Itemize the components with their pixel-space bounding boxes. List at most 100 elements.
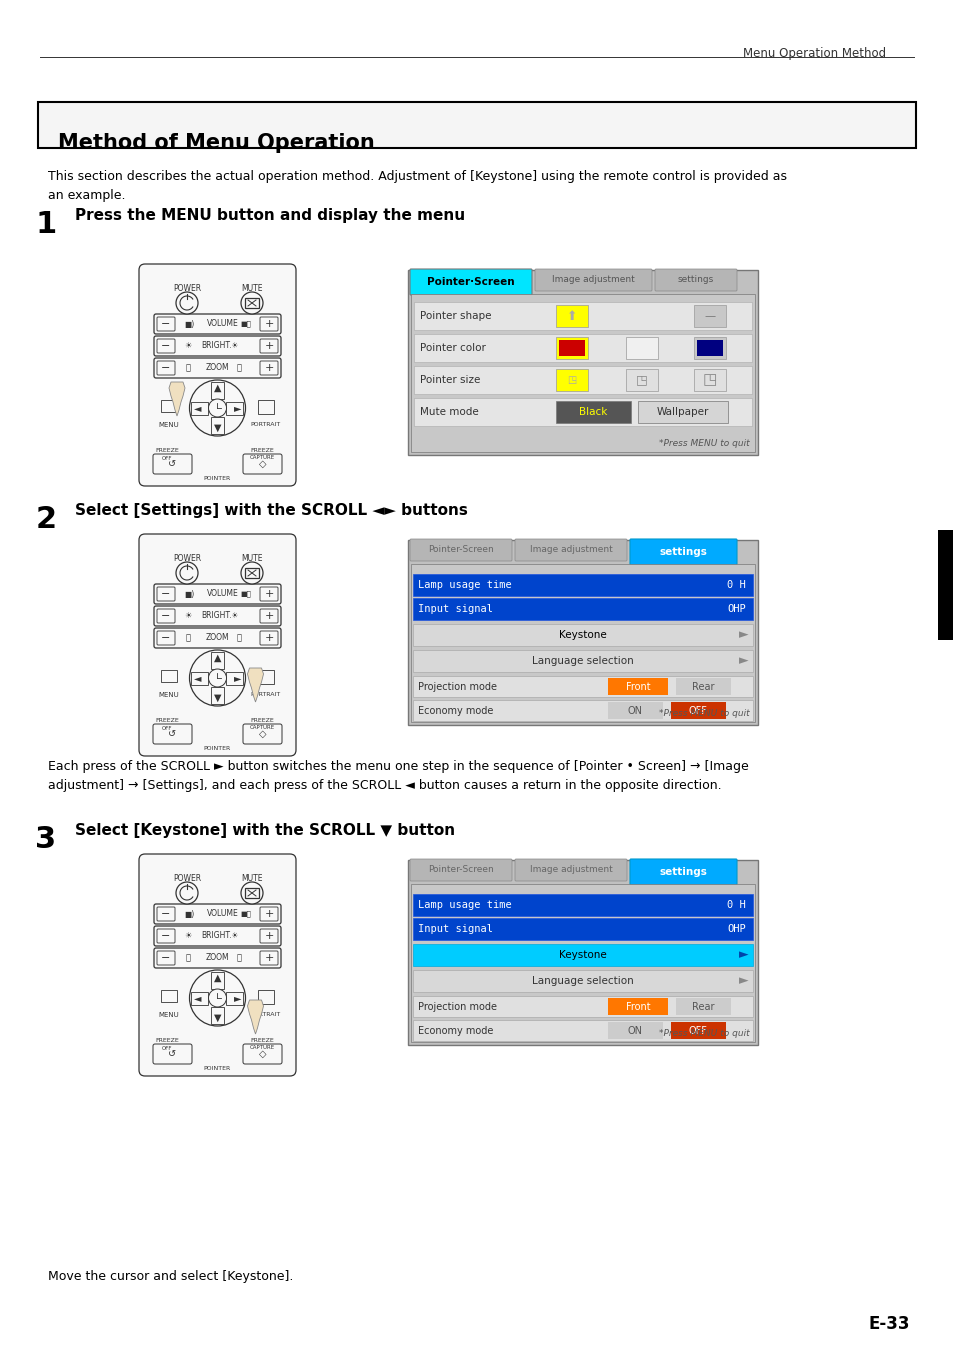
FancyBboxPatch shape — [157, 361, 174, 376]
Text: ◇: ◇ — [259, 459, 267, 469]
Text: Image adjustment: Image adjustment — [529, 866, 612, 874]
Bar — [937, 530, 953, 640]
FancyBboxPatch shape — [157, 929, 174, 943]
Text: Pointer-Screen: Pointer-Screen — [428, 866, 494, 874]
FancyBboxPatch shape — [515, 539, 626, 561]
FancyBboxPatch shape — [535, 269, 651, 290]
Text: CAPTURE: CAPTURE — [249, 455, 274, 459]
Bar — [607, 678, 667, 694]
Text: settings: settings — [659, 867, 707, 877]
Text: Projection mode: Projection mode — [417, 1001, 497, 1012]
Text: ▲: ▲ — [213, 382, 221, 393]
Bar — [413, 700, 752, 721]
Bar — [408, 540, 758, 725]
Text: +: + — [264, 952, 274, 963]
Text: FREEZE: FREEZE — [155, 449, 178, 453]
Text: CAPTURE: CAPTURE — [249, 725, 274, 730]
Text: Wallpaper: Wallpaper — [656, 407, 708, 417]
FancyBboxPatch shape — [260, 907, 277, 921]
Text: OFF: OFF — [162, 457, 172, 461]
FancyBboxPatch shape — [410, 269, 532, 295]
FancyBboxPatch shape — [153, 904, 281, 924]
Text: ◇: ◇ — [259, 1048, 267, 1059]
Text: Lamp usage time: Lamp usage time — [417, 900, 511, 911]
Text: −: − — [161, 319, 171, 330]
Text: ☀: ☀ — [184, 342, 192, 350]
Text: ZOOM: ZOOM — [206, 954, 229, 962]
Text: OFF: OFF — [688, 1025, 707, 1035]
Bar — [670, 703, 725, 719]
FancyBboxPatch shape — [260, 361, 277, 376]
Text: ON: ON — [627, 1025, 641, 1035]
Text: ↺: ↺ — [168, 459, 176, 469]
Text: Front: Front — [625, 1001, 650, 1012]
FancyBboxPatch shape — [515, 859, 626, 881]
FancyBboxPatch shape — [260, 631, 277, 644]
Circle shape — [175, 292, 198, 313]
Polygon shape — [226, 992, 243, 1005]
Text: MENU: MENU — [158, 1012, 179, 1019]
Circle shape — [241, 562, 263, 584]
Bar — [625, 336, 658, 359]
Bar — [693, 336, 725, 359]
Bar — [413, 944, 752, 966]
Text: −: − — [161, 952, 171, 963]
Bar — [161, 400, 177, 412]
Text: 0 H: 0 H — [726, 900, 745, 911]
FancyBboxPatch shape — [260, 929, 277, 943]
Text: POINTER: POINTER — [204, 1066, 231, 1071]
Circle shape — [241, 882, 263, 904]
Text: ◳: ◳ — [567, 376, 576, 385]
Text: −: − — [161, 611, 171, 621]
Polygon shape — [247, 667, 263, 703]
Text: 0 H: 0 H — [726, 580, 745, 590]
Text: ◇: ◇ — [259, 730, 267, 739]
Text: Each press of the SCROLL ► button switches the menu one step in the sequence of : Each press of the SCROLL ► button switch… — [48, 761, 748, 792]
Text: Language selection: Language selection — [532, 657, 633, 666]
FancyBboxPatch shape — [629, 859, 737, 885]
Text: VOLUME: VOLUME — [207, 909, 238, 919]
Text: *Press MENU to quit: *Press MENU to quit — [659, 1029, 749, 1038]
FancyBboxPatch shape — [257, 400, 274, 413]
FancyBboxPatch shape — [257, 670, 274, 684]
Text: −: − — [161, 363, 171, 373]
Text: POWER: POWER — [172, 554, 201, 563]
Text: ■): ■) — [184, 909, 194, 919]
Text: Menu Operation Method: Menu Operation Method — [742, 47, 885, 59]
FancyBboxPatch shape — [157, 609, 174, 623]
Bar — [607, 1021, 662, 1039]
Text: Rear: Rear — [691, 1001, 714, 1012]
Text: MUTE: MUTE — [241, 874, 262, 884]
FancyBboxPatch shape — [152, 454, 192, 474]
Text: ►: ► — [739, 974, 748, 988]
Bar — [413, 917, 752, 940]
FancyBboxPatch shape — [243, 1044, 282, 1065]
Bar — [413, 624, 752, 646]
Bar — [245, 567, 258, 578]
Text: ◳: ◳ — [636, 373, 647, 386]
Text: +: + — [264, 909, 274, 919]
Bar — [411, 563, 754, 721]
FancyBboxPatch shape — [260, 609, 277, 623]
Text: E-33: E-33 — [867, 1315, 909, 1333]
Text: ◄: ◄ — [193, 403, 201, 413]
Text: Pointer color: Pointer color — [419, 343, 485, 353]
Text: ■): ■) — [184, 319, 194, 328]
Polygon shape — [211, 653, 224, 669]
Text: +: + — [264, 611, 274, 621]
Bar — [413, 1020, 752, 1042]
Text: +: + — [264, 931, 274, 942]
FancyBboxPatch shape — [157, 586, 174, 601]
Text: POWER: POWER — [172, 284, 201, 293]
Text: ↺: ↺ — [168, 730, 176, 739]
Bar — [693, 305, 725, 327]
Text: −: − — [161, 340, 171, 351]
FancyBboxPatch shape — [157, 951, 174, 965]
Bar — [638, 401, 727, 423]
Circle shape — [241, 292, 263, 313]
Text: This section describes the actual operation method. Adjustment of [Keystone] usi: This section describes the actual operat… — [48, 170, 786, 201]
Circle shape — [209, 669, 226, 688]
FancyBboxPatch shape — [153, 336, 281, 357]
Text: Keystone: Keystone — [558, 630, 606, 640]
Text: CAPTURE: CAPTURE — [249, 1046, 274, 1050]
